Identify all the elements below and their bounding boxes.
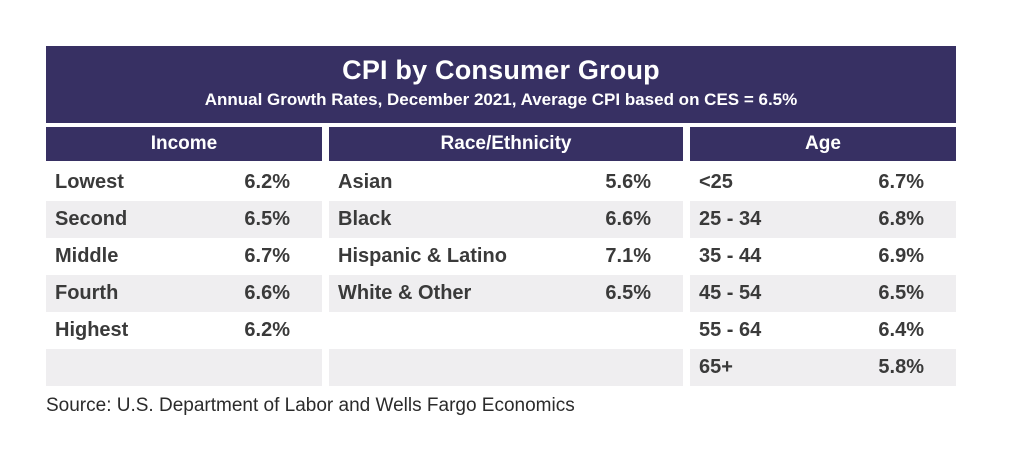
table-row-income-1: Lowest 6.2%: [46, 164, 322, 201]
row-value: 6.7%: [244, 245, 290, 267]
table-row-age-5: 55 - 64 6.4%: [690, 312, 956, 349]
table-row-income-3: Middle 6.7%: [46, 238, 322, 275]
row-value: 5.6%: [605, 171, 651, 193]
row-value: 6.2%: [244, 319, 290, 341]
row-value: 6.7%: [878, 171, 924, 193]
row-label: 45 - 54: [699, 282, 762, 304]
row-value: 6.5%: [878, 282, 924, 304]
table-row-race-4: White & Other 6.5%: [329, 275, 683, 312]
table-row-age-3: 35 - 44 6.9%: [690, 238, 956, 275]
group-header-age: Age: [690, 127, 956, 161]
table-row-age-2: 25 - 34 6.8%: [690, 201, 956, 238]
table-row-race-3: Hispanic & Latino 7.1%: [329, 238, 683, 275]
row-label: 65+: [699, 356, 733, 378]
row-label: Lowest: [55, 171, 124, 193]
row-label: 35 - 44: [699, 245, 762, 267]
row-label: Middle: [55, 245, 119, 267]
group-header-income: Income: [46, 127, 322, 161]
table-row-age-6: 65+ 5.8%: [690, 349, 956, 386]
table-row-race-6: [329, 349, 683, 386]
source-note: Source: U.S. Department of Labor and Wel…: [46, 395, 575, 416]
row-label: 55 - 64: [699, 319, 762, 341]
table-row-income-6: [46, 349, 322, 386]
table-row-income-5: Highest 6.2%: [46, 312, 322, 349]
row-label: Asian: [338, 171, 393, 193]
row-value: 6.5%: [605, 282, 651, 304]
row-label: Hispanic & Latino: [338, 245, 507, 267]
row-value: 6.5%: [244, 208, 290, 230]
row-label: White & Other: [338, 282, 472, 304]
row-value: 6.8%: [878, 208, 924, 230]
row-label: Highest: [55, 319, 129, 341]
table-row-race-1: Asian 5.6%: [329, 164, 683, 201]
row-label: Black: [338, 208, 392, 230]
cpi-table-grid: Income Race/Ethnicity Age Lowest 6.2% As…: [46, 127, 956, 386]
table-subtitle: Annual Growth Rates, December 2021, Aver…: [204, 90, 798, 109]
table-row-income-2: Second 6.5%: [46, 201, 322, 238]
table-title: CPI by Consumer Group: [342, 55, 660, 85]
row-label: 25 - 34: [699, 208, 762, 230]
row-value: 6.4%: [878, 319, 924, 341]
row-label: Fourth: [55, 282, 119, 304]
table-row-age-4: 45 - 54 6.5%: [690, 275, 956, 312]
table-row-race-5: [329, 312, 683, 349]
row-value: 7.1%: [605, 245, 651, 267]
table-title-banner: CPI by Consumer Group Annual Growth Rate…: [46, 46, 956, 123]
row-value: 5.8%: [878, 356, 924, 378]
row-label: Second: [55, 208, 128, 230]
row-label: <25: [699, 171, 733, 193]
row-value: 6.6%: [605, 208, 651, 230]
table-row-income-4: Fourth 6.6%: [46, 275, 322, 312]
figure-cpi-table: CPI by Consumer Group Annual Growth Rate…: [46, 46, 956, 417]
row-value: 6.2%: [244, 171, 290, 193]
row-value: 6.6%: [244, 282, 290, 304]
table-row-age-1: <25 6.7%: [690, 164, 956, 201]
row-value: 6.9%: [878, 245, 924, 267]
table-row-race-2: Black 6.6%: [329, 201, 683, 238]
group-header-race-ethnicity: Race/Ethnicity: [329, 127, 683, 161]
